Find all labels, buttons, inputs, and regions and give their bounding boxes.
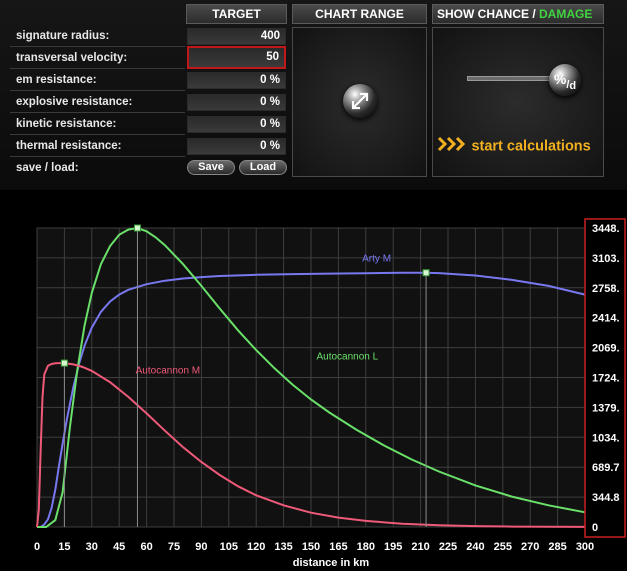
target-panel: TARGET signature radius: 400 transversal…: [0, 0, 627, 190]
series-label: Arty M: [362, 254, 391, 265]
y-tick-label: 1379.: [592, 402, 620, 414]
x-tick-label: 60: [140, 541, 152, 553]
x-tick-label: 45: [113, 541, 125, 553]
x-tick-label: 0: [34, 541, 40, 553]
divider: [10, 156, 185, 157]
y-tick-label: 344.8: [592, 492, 620, 504]
y-tick-label: 2414.: [592, 313, 620, 325]
target-header: TARGET: [186, 4, 287, 24]
y-axis-ticks: 3448. 3103. 2758. 2414. 2069. 1724. 1379. 1034.…: [592, 223, 620, 534]
x-tick-label: 105: [220, 541, 238, 553]
x-tick-label: 225: [439, 541, 457, 553]
peak-marker: [133, 224, 141, 232]
explosive-resistance-label: explosive resistance:: [16, 96, 133, 108]
series-line: [36, 362, 586, 528]
x-tick-label: 240: [466, 541, 484, 553]
percent-damage-icon: %/d: [553, 71, 577, 92]
signature-radius-label: signature radius:: [16, 30, 110, 42]
kinetic-resistance-input[interactable]: 0 %: [187, 116, 286, 133]
explosive-resistance-input[interactable]: 0 %: [187, 94, 286, 111]
x-axis-label: distance in km: [293, 557, 370, 569]
start-calculations-label: start calculations: [471, 138, 591, 155]
peak-marker: [60, 359, 68, 367]
y-tick-label: 0: [592, 522, 598, 534]
series-lines: [36, 226, 586, 528]
damage-label: DAMAGE: [539, 7, 593, 21]
x-tick-label: 30: [86, 541, 98, 553]
save-button[interactable]: Save: [187, 160, 235, 175]
thermal-resistance-label: thermal resistance:: [16, 140, 122, 152]
y-tick-label: 1724.: [592, 373, 620, 385]
divider: [10, 90, 185, 91]
x-tick-label: 195: [384, 541, 402, 553]
series-line: [37, 271, 586, 528]
signature-radius-input[interactable]: 400: [187, 28, 286, 45]
load-button[interactable]: Load: [239, 160, 287, 175]
y-axis-panel: [584, 218, 626, 538]
em-resistance-label: em resistance:: [16, 74, 97, 86]
x-tick-label: 150: [302, 541, 320, 553]
x-tick-label: 90: [195, 541, 207, 553]
kinetic-resistance-label: kinetic resistance:: [16, 118, 117, 130]
series-label: Autocannon L: [316, 352, 378, 363]
x-tick-label: 120: [247, 541, 265, 553]
em-resistance-input[interactable]: 0 %: [187, 72, 286, 89]
transversal-velocity-label: transversal velocity:: [16, 52, 128, 64]
series-label: Autocannon M: [136, 366, 201, 377]
y-tick-label: 689.7: [592, 462, 620, 474]
x-axis-ticks: 0 15 30 45 60 75 90 105 120 135 150 165 180 195 210 225…: [34, 541, 594, 553]
mode-toggle-knob[interactable]: %/d: [549, 64, 581, 96]
x-tick-label: 300: [576, 541, 594, 553]
x-tick-label: 180: [357, 541, 375, 553]
y-tick-label: 2069.: [592, 343, 620, 355]
series-line: [37, 226, 586, 528]
x-tick-label: 285: [548, 541, 566, 553]
chart-range-box: [292, 27, 427, 177]
damage-chart: Arty M Autocannon L Autocannon M 0 15 30 45 60…: [34, 218, 626, 569]
series-labels: Arty M Autocannon L Autocannon M: [136, 254, 391, 377]
start-calculations-button[interactable]: start calculations: [437, 136, 591, 156]
thermal-resistance-input[interactable]: 0 %: [187, 138, 286, 155]
peak-marker: [422, 269, 430, 277]
divider: [10, 68, 185, 69]
y-tick-label: 3448.: [592, 223, 620, 235]
y-tick-label: 3103.: [592, 253, 620, 265]
show-chance-label: SHOW CHANCE /: [437, 7, 539, 21]
chart-range-knob[interactable]: [343, 84, 377, 118]
y-tick-label: 2758.: [592, 283, 620, 295]
x-tick-label: 135: [274, 541, 292, 553]
x-tick-label: 270: [521, 541, 539, 553]
x-tick-label: 210: [411, 541, 429, 553]
show-mode-box: %/d start calculations: [432, 27, 604, 177]
transversal-velocity-input[interactable]: 50: [187, 46, 286, 69]
divider: [10, 112, 185, 113]
x-tick-label: 15: [58, 541, 70, 553]
x-tick-label: 75: [168, 541, 180, 553]
resize-arrows-icon: [351, 92, 369, 110]
chart-range-header: CHART RANGE: [292, 4, 427, 24]
x-tick-label: 165: [329, 541, 347, 553]
peak-markers: [60, 224, 430, 527]
divider: [10, 46, 185, 47]
y-tick-label: 1034.: [592, 432, 620, 444]
chevrons-icon: [437, 136, 467, 157]
save-load-label: save / load:: [16, 162, 79, 174]
show-mode-header: SHOW CHANCE / DAMAGE: [432, 4, 604, 24]
divider: [10, 134, 185, 135]
x-tick-label: 255: [494, 541, 512, 553]
